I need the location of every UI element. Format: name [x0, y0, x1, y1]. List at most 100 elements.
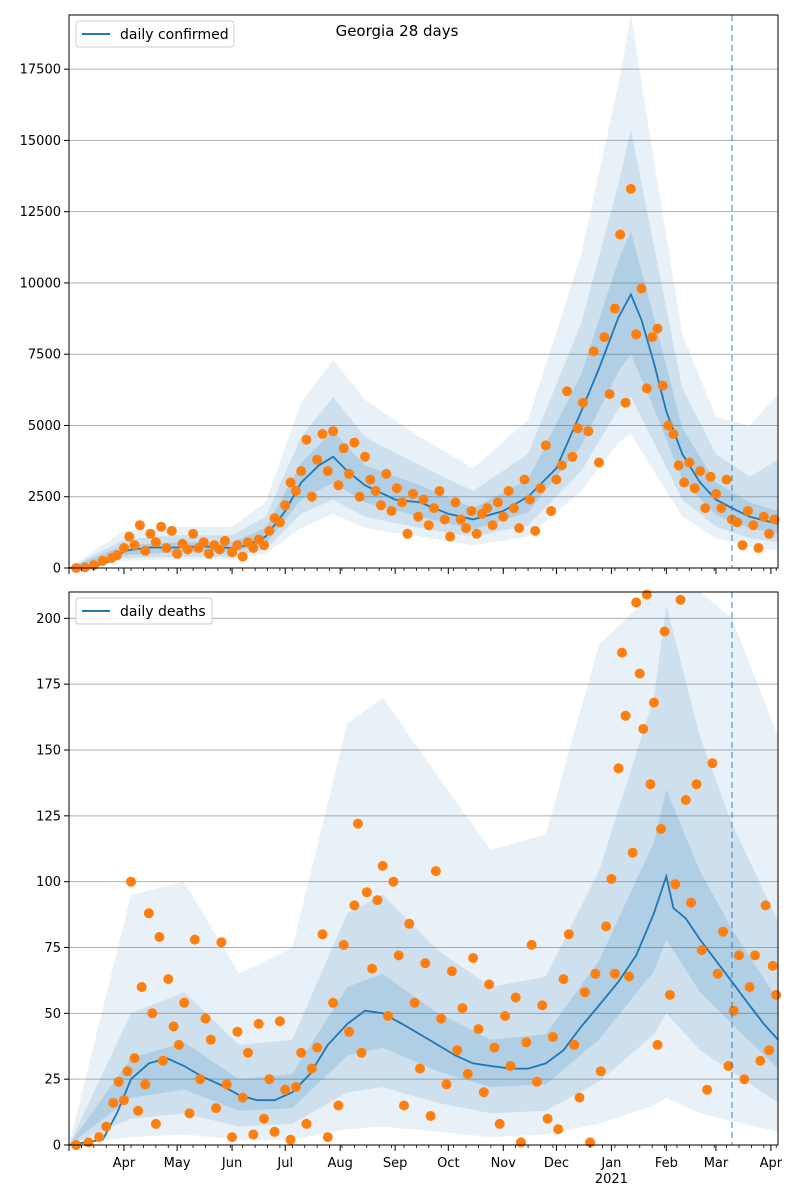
bot-data-dot — [680, 795, 691, 805]
bot-data-dot — [620, 710, 631, 721]
top-data-dot — [721, 474, 732, 485]
bot-data-dot — [285, 1134, 296, 1145]
bot-data-dot — [409, 997, 420, 1008]
bot-data-dot — [94, 1132, 105, 1143]
bot-data-dot — [168, 1021, 179, 1032]
figure-title: Georgia 28 days — [336, 22, 459, 40]
bot-data-dot — [457, 1003, 468, 1014]
bot-data-dot — [613, 763, 624, 774]
bot-data-dot — [478, 1087, 489, 1098]
top-data-dot — [333, 480, 344, 491]
bot-data-dot — [388, 876, 399, 887]
top-data-dot — [657, 380, 668, 391]
bot-data-dot — [367, 963, 378, 974]
bot-data-dot — [133, 1105, 144, 1116]
bot-data-dot — [377, 860, 388, 871]
top-data-dot — [748, 520, 759, 531]
top-data-dot — [689, 483, 700, 494]
bot-data-dot — [569, 1039, 580, 1050]
bot-data-dot — [101, 1121, 112, 1132]
top-data-dot — [663, 420, 674, 431]
bot-data-dot — [150, 1118, 161, 1129]
bot-data-dot — [473, 1024, 484, 1035]
top-data-dot — [381, 468, 392, 479]
bot-data-dot — [574, 1092, 585, 1103]
bot-data-dot — [205, 1034, 216, 1045]
top-data-dot — [540, 440, 551, 451]
top-data-dot — [588, 346, 599, 357]
top-data-dot — [551, 474, 562, 485]
top-data-dot — [737, 540, 748, 551]
top-data-dot — [439, 514, 450, 525]
bot-data-dot — [221, 1079, 232, 1090]
top-data-dot — [434, 486, 445, 496]
bot-data-dot — [452, 1045, 463, 1056]
bot-data-dot — [696, 945, 707, 956]
bot-data-dot — [163, 974, 174, 985]
bot-data-dot — [723, 1061, 734, 1071]
top-data-dot — [391, 483, 402, 494]
bot-data-dot — [328, 997, 339, 1008]
top-data-dot — [455, 514, 466, 525]
top-band-outer — [69, 15, 778, 568]
top-data-dot — [700, 503, 711, 514]
top-data-dot — [237, 551, 248, 562]
bot-data-dot — [547, 1032, 558, 1042]
top-data-dot — [220, 535, 230, 546]
bot-data-dot — [558, 974, 569, 985]
bot-data-dot — [129, 1053, 140, 1064]
top-data-dot — [274, 517, 285, 528]
bottom-legend: daily deaths — [75, 597, 213, 625]
bot-data-dot — [624, 971, 635, 982]
top-data-dot — [620, 397, 631, 408]
top-data-dot — [530, 525, 541, 536]
top-data-dot — [492, 497, 503, 508]
top-data-dot — [583, 426, 594, 437]
top-data-dot — [498, 511, 509, 522]
bot-data-dot — [301, 1118, 312, 1129]
bot-data-dot — [609, 968, 620, 979]
bot-data-dot — [441, 1079, 452, 1090]
bot-data-dot — [290, 1082, 301, 1093]
top-data-dot — [328, 426, 339, 437]
bot-data-dot — [521, 1037, 532, 1048]
top-y-tick-label: 17500 — [20, 63, 61, 78]
top-data-dot — [423, 520, 434, 531]
bot-data-dot — [274, 1016, 285, 1027]
top-data-dot — [679, 477, 690, 488]
bot-data-dot — [462, 1068, 473, 1079]
top-data-dot — [232, 540, 243, 551]
bot-data-dot — [248, 1129, 259, 1140]
top-data-dot — [471, 528, 482, 539]
bot-data-dot — [211, 1103, 222, 1114]
top-data-dot — [376, 500, 386, 511]
bot-data-dot — [118, 1095, 129, 1106]
top-data-dot — [248, 543, 259, 553]
bot-data-dot — [664, 989, 675, 1000]
bot-data-dot — [227, 1132, 238, 1143]
top-data-dot — [312, 454, 323, 465]
bot-data-dot — [767, 960, 778, 971]
bot-data-dot — [113, 1076, 124, 1087]
bot-data-dot — [728, 1005, 739, 1016]
bot-data-dot — [269, 1126, 280, 1137]
top-data-dot — [306, 491, 317, 502]
bot-x-tick-label: Nov — [491, 1156, 517, 1171]
top-data-dot — [636, 283, 647, 294]
bot-data-dot — [361, 887, 372, 898]
top-data-dot — [322, 466, 333, 477]
top-data-dot — [280, 500, 291, 511]
bottom-y-axis: 0 25 50 75 100 125 150 175 200 — [36, 612, 69, 1154]
bot-data-dot — [739, 1074, 750, 1085]
top-data-dot — [354, 491, 365, 502]
bot-band-outer — [69, 592, 778, 1145]
top-y-tick-label: 5000 — [28, 419, 61, 434]
top-data-dot — [407, 488, 418, 499]
top-data-dot — [296, 466, 307, 477]
top-band-inner — [69, 231, 778, 568]
bot-data-dot — [500, 1011, 510, 1021]
bot-data-dot — [489, 1042, 500, 1053]
top-data-dot — [214, 544, 225, 555]
bot-data-dot — [579, 987, 590, 998]
bot-data-dot — [349, 900, 360, 911]
